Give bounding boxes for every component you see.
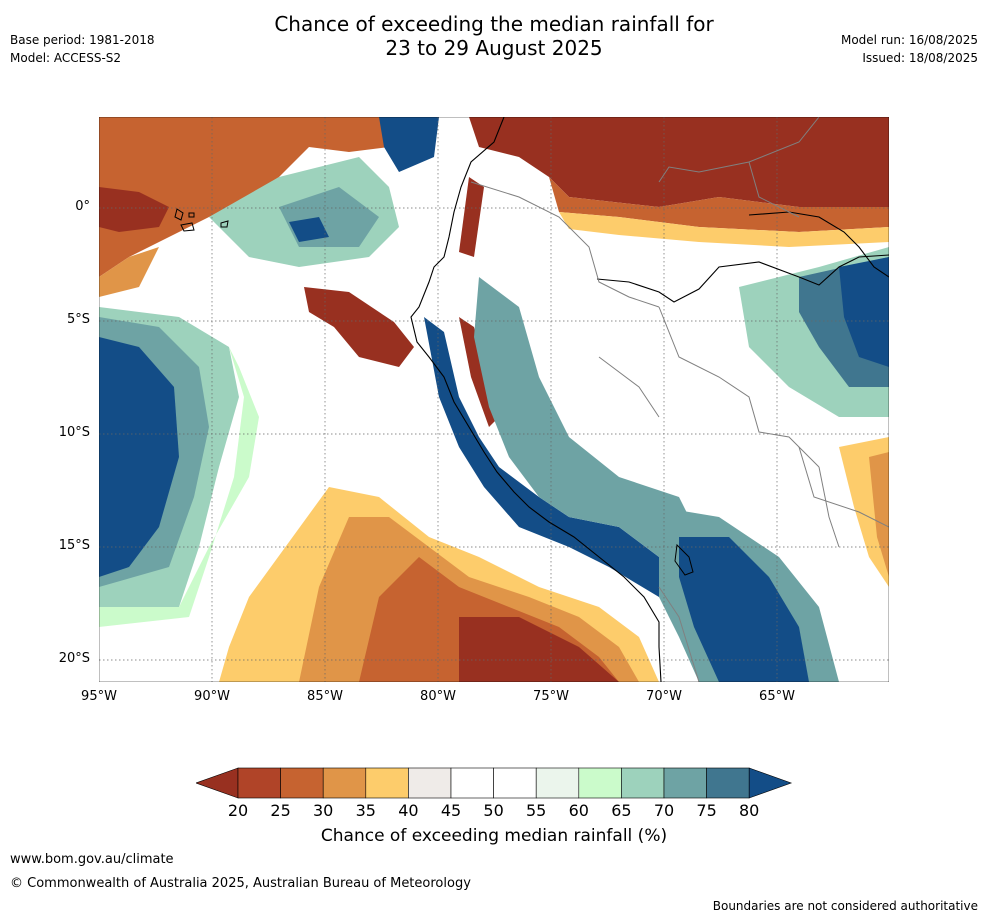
region-very-dry-southwest — [459, 617, 619, 682]
colorbar-tick-label: 45 — [440, 801, 462, 820]
lon-label-75w: 75°W — [533, 689, 569, 704]
colorbar-tick-label: 55 — [526, 801, 547, 820]
website-link[interactable]: www.bom.gov.au/climate — [10, 852, 174, 867]
copyright-text: © Commonwealth of Australia 2025, Austra… — [10, 876, 471, 891]
colorbar-tick-label: 75 — [696, 801, 717, 820]
boundary-disclaimer: Boundaries are not considered authoritat… — [712, 899, 978, 913]
colorbar-cell — [322, 767, 367, 799]
colorbar-cell — [237, 767, 281, 799]
lake-titicaca — [674, 543, 694, 576]
region-mid-northwest — [99, 247, 159, 297]
region-wettest-east — [839, 257, 889, 367]
region-dry-coastal-streak-north — [459, 177, 484, 257]
map-title-line1: Chance of exceeding the median rainfall … — [274, 12, 714, 36]
colorbar-cell — [578, 767, 622, 799]
colorbar-cell — [706, 767, 750, 799]
colorbar-cell — [365, 767, 409, 799]
rainfall-map — [99, 117, 889, 682]
colorbar-tick-label: 30 — [313, 801, 334, 820]
map-title: Chance of exceeding the median rainfall … — [0, 12, 988, 60]
lon-label-95w: 95°W — [81, 689, 117, 704]
base-period-label: Base period: 1981-2018 — [10, 33, 155, 47]
colorbar-cell — [535, 767, 580, 799]
coastline — [410, 117, 662, 682]
colorbar-tick-label: 25 — [270, 801, 291, 820]
lon-label-70w: 70°W — [646, 689, 682, 704]
colorbar-extend-high — [748, 767, 793, 799]
region-wettest-west — [99, 337, 179, 577]
region-dry-northeast-edge — [549, 177, 889, 232]
lat-label-15s: 15°S — [58, 538, 90, 553]
lat-label-0: 0° — [75, 199, 90, 214]
colorbar-cell — [280, 767, 324, 799]
colorbar — [196, 767, 793, 799]
colorbar-tick-label: 65 — [611, 801, 632, 820]
region-wettest-north-small — [289, 217, 329, 242]
region-wettest-southeast — [679, 537, 809, 682]
colorbar-tick-label: 20 — [227, 801, 249, 820]
colorbar-cell — [621, 767, 665, 799]
colorbar-cell — [663, 767, 707, 799]
colorbar-tick-label: 60 — [568, 801, 589, 820]
lon-label-90w: 90°W — [194, 689, 230, 704]
model-run-label: Model run: 16/08/2025 — [840, 33, 978, 47]
colorbar-tick-label: 35 — [355, 801, 376, 820]
country-boundaries — [470, 117, 889, 682]
colorbar-cell — [493, 767, 537, 799]
issued-label: Issued: 18/08/2025 — [862, 51, 978, 65]
model-label: Model: ACCESS-S2 — [10, 51, 122, 65]
region-wettest-north — [379, 117, 439, 172]
region-very-dry-northwest — [99, 187, 169, 232]
colorbar-tick-label: 80 — [739, 801, 760, 820]
amazon-coastline — [596, 254, 889, 303]
lat-label-20s: 20°S — [58, 651, 90, 666]
region-lightdry-northeast-edge — [559, 212, 889, 247]
colorbar-tick-label: 50 — [483, 801, 504, 820]
region-mid-east — [869, 452, 889, 577]
colorbar-cell — [408, 767, 452, 799]
colorbar-extend-low — [196, 767, 239, 799]
lon-label-85w: 85°W — [307, 689, 343, 704]
lon-label-65w: 65°W — [759, 689, 795, 704]
colorbar-cell — [450, 767, 494, 799]
region-very-dry-northeast — [469, 117, 889, 207]
lat-label-5s: 5°S — [66, 312, 90, 327]
galapagos-islands — [174, 208, 229, 232]
map-title-line2: 23 to 29 August 2025 — [385, 36, 603, 60]
region-wetter-inland-band — [474, 277, 699, 587]
colorbar-tick-label: 70 — [653, 801, 675, 820]
colorbar-tick-label: 40 — [398, 801, 419, 820]
lon-label-80w: 80°W — [420, 689, 456, 704]
lat-label-10s: 10°S — [58, 425, 90, 440]
region-dry-pacific-blob — [304, 287, 414, 367]
colorbar-label: Chance of exceeding median rainfall (%) — [320, 826, 668, 846]
